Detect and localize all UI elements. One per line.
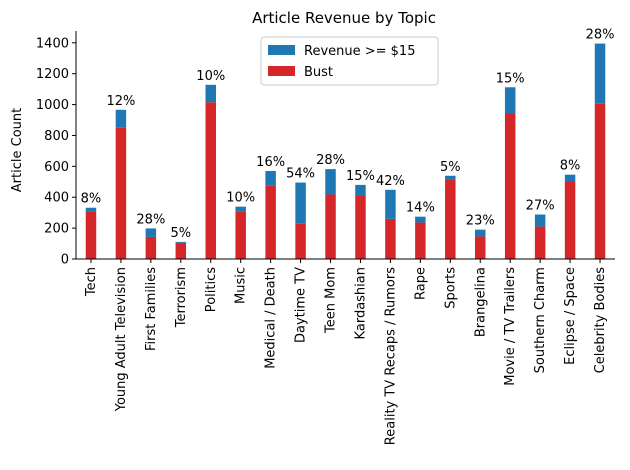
x-tick-label: Eclipse / Space bbox=[563, 267, 578, 365]
y-tick-label: 600 bbox=[44, 160, 69, 175]
x-tick-label: Medical / Death bbox=[264, 267, 279, 369]
bar-revenue-9 bbox=[355, 184, 366, 196]
data-label: 54% bbox=[286, 167, 315, 182]
y-tick-label: 200 bbox=[44, 222, 69, 237]
bar-revenue-15 bbox=[534, 214, 546, 227]
y-tick-label: 800 bbox=[44, 129, 69, 144]
bar-bust-5 bbox=[235, 211, 246, 259]
bar-bust-1 bbox=[115, 127, 127, 260]
chart-title: Article Revenue by Topic bbox=[252, 9, 436, 27]
bars-group bbox=[85, 43, 606, 260]
legend-label-bust: Bust bbox=[304, 65, 333, 80]
bar-bust-14 bbox=[504, 113, 516, 259]
data-label: 14% bbox=[406, 201, 435, 216]
y-tick-label: 1200 bbox=[36, 67, 69, 82]
legend-swatch-bust bbox=[268, 66, 295, 76]
legend-swatch-revenue bbox=[268, 45, 295, 55]
x-tick-label: Movie / TV Trailers bbox=[503, 267, 518, 386]
bar-revenue-17 bbox=[594, 43, 606, 104]
x-tick-label: Teen Mom bbox=[324, 267, 339, 334]
x-tick-label: Rape bbox=[413, 267, 428, 300]
x-tick-label: Young Adult Television bbox=[114, 267, 129, 412]
x-tick-label: Sports bbox=[443, 267, 458, 309]
bar-revenue-6 bbox=[265, 170, 276, 186]
bar-revenue-16 bbox=[564, 174, 576, 182]
bar-revenue-5 bbox=[235, 206, 246, 212]
bar-revenue-8 bbox=[325, 169, 336, 195]
y-tick-label: 1400 bbox=[36, 36, 69, 51]
data-labels-group: 8%12%28%5%10%10%16%54%28%15% 42%14%5%23%1… bbox=[81, 28, 615, 241]
data-label: 5% bbox=[440, 160, 461, 175]
x-tick-label: Brangelina bbox=[473, 267, 488, 337]
legend-box bbox=[260, 36, 439, 86]
bar-bust-8 bbox=[325, 194, 336, 259]
bar-revenue-11 bbox=[415, 216, 426, 223]
bar-revenue-4 bbox=[205, 84, 216, 103]
bar-revenue-10 bbox=[385, 189, 396, 219]
y-axis-label: Article Count bbox=[10, 108, 25, 192]
bar-revenue-3 bbox=[175, 241, 187, 243]
bar-bust-12 bbox=[445, 179, 456, 259]
bar-revenue-13 bbox=[475, 229, 486, 237]
data-label: 23% bbox=[466, 214, 495, 229]
x-tick-label: Politics bbox=[204, 267, 219, 312]
x-tick-label: Kardashian bbox=[353, 267, 368, 339]
bar-revenue-7 bbox=[295, 182, 306, 224]
data-label: 15% bbox=[496, 71, 525, 86]
bar-bust-0 bbox=[85, 211, 97, 259]
bar-revenue-1 bbox=[115, 109, 127, 128]
data-label: 10% bbox=[196, 69, 225, 84]
y-tick-label: 0 bbox=[61, 253, 69, 268]
data-label: 8% bbox=[560, 159, 581, 174]
legend: Revenue >= $15 Bust bbox=[260, 36, 439, 86]
bar-bust-13 bbox=[475, 236, 486, 259]
bar-bust-10 bbox=[385, 218, 396, 259]
bar-bust-17 bbox=[594, 103, 606, 259]
data-label: 8% bbox=[81, 192, 102, 207]
data-label: 28% bbox=[136, 212, 165, 227]
bar-revenue-14 bbox=[504, 87, 516, 114]
bar-revenue-2 bbox=[145, 228, 157, 237]
bar-bust-6 bbox=[265, 185, 276, 259]
data-label: 28% bbox=[316, 153, 345, 168]
data-label: 28% bbox=[586, 28, 615, 43]
x-tick-label: Music bbox=[234, 267, 249, 304]
x-tick-label: Southern Charm bbox=[533, 267, 548, 373]
bar-bust-3 bbox=[175, 242, 187, 259]
bar-bust-4 bbox=[205, 102, 216, 259]
x-tick-label: Celebrity Bodies bbox=[593, 267, 608, 374]
legend-label-revenue: Revenue >= $15 bbox=[304, 44, 415, 59]
data-label: 10% bbox=[226, 191, 255, 206]
data-label: 15% bbox=[346, 169, 375, 184]
x-axis: Tech Young Adult Television First Families… bbox=[76, 258, 615, 445]
data-label: 12% bbox=[106, 94, 135, 109]
data-label: 5% bbox=[170, 226, 191, 241]
bar-bust-11 bbox=[415, 222, 426, 259]
data-label: 27% bbox=[526, 199, 555, 214]
bar-revenue-12 bbox=[445, 175, 456, 180]
x-tick-label: First Families bbox=[144, 267, 159, 351]
x-tick-label: Daytime TV bbox=[294, 267, 309, 343]
x-tick-label: Reality TV Recaps / Rumors bbox=[383, 267, 398, 445]
data-label: 42% bbox=[376, 174, 405, 189]
y-axis: 0 200 400 600 800 1000 1200 1400 bbox=[36, 31, 77, 268]
data-label: 16% bbox=[256, 155, 285, 170]
x-tick-label: Terrorism bbox=[174, 267, 189, 328]
bar-revenue-0 bbox=[85, 207, 97, 212]
bar-bust-7 bbox=[295, 223, 306, 259]
bar-bust-16 bbox=[564, 181, 576, 259]
x-tick-label: Tech bbox=[84, 267, 99, 297]
bar-bust-2 bbox=[145, 236, 157, 259]
bar-bust-15 bbox=[534, 226, 546, 259]
y-tick-label: 400 bbox=[44, 191, 69, 206]
bar-bust-9 bbox=[355, 196, 366, 259]
y-tick-label: 1000 bbox=[36, 98, 69, 113]
